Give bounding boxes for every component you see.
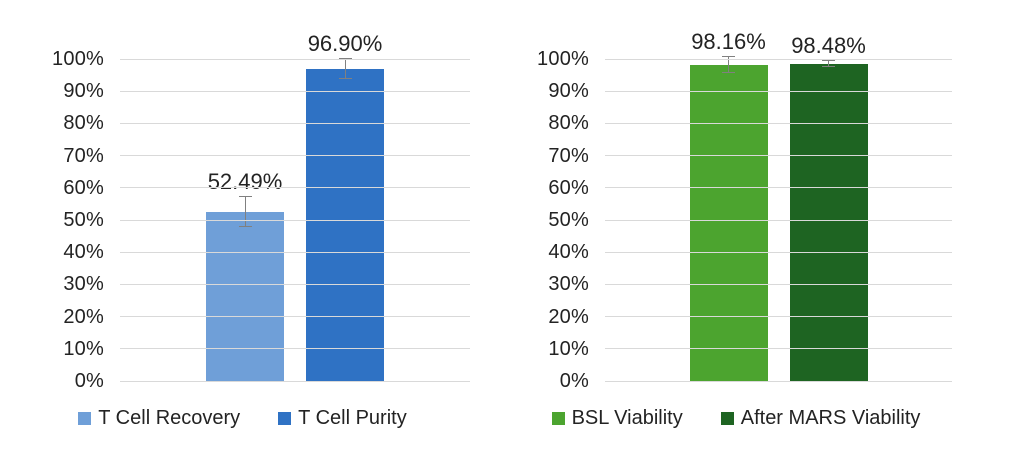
error-bar <box>728 56 729 73</box>
legend-item-t-cell-purity: T Cell Purity <box>278 405 407 431</box>
y-tick-label: 60% <box>548 176 589 199</box>
t-cell-y-axis: 0% 10% 20% 30% 40% 50% 60% 70% 80% 90% 100% <box>15 48 120 392</box>
data-label: 96.90% <box>307 31 383 57</box>
legend-swatch-icon <box>720 411 734 425</box>
y-tick-label: 80% <box>548 112 589 135</box>
y-tick-label: 20% <box>548 305 589 328</box>
legend-swatch-icon <box>551 411 565 425</box>
legend-label: After MARS Viability <box>740 407 921 429</box>
error-bar <box>828 60 829 68</box>
y-tick-label: 60% <box>63 176 104 199</box>
error-bar-cap <box>238 226 252 228</box>
data-label: 98.48% <box>791 32 866 58</box>
gridline <box>120 122 470 124</box>
viability-legend: BSL Viability After MARS Viability <box>520 405 952 431</box>
gridline <box>120 187 470 189</box>
viability-plot-row: 0% 10% 20% 30% 40% 50% 60% 70% 80% 90% 100% 98.16%… <box>520 0 952 392</box>
y-tick-label: 90% <box>548 80 589 103</box>
gridline <box>605 122 952 124</box>
bar-after-mars-viability <box>789 63 868 381</box>
y-tick-label: 100% <box>52 48 104 70</box>
gridline <box>120 348 470 350</box>
gridline <box>120 58 470 60</box>
gridline <box>120 155 470 157</box>
t-cell-legend: T Cell Recovery T Cell Purity <box>15 405 470 431</box>
y-tick-label: 100% <box>537 48 589 70</box>
gridline <box>120 316 470 318</box>
bar-slot: 96.90% <box>306 32 384 381</box>
gridline <box>605 283 952 285</box>
gridline <box>120 90 470 92</box>
legend-label: BSL Viability <box>571 407 683 429</box>
gridline <box>605 348 952 350</box>
bar-slot: 98.48% <box>789 33 868 381</box>
viability-bars: 98.16% 98.48% <box>605 29 952 381</box>
gridline <box>605 155 952 157</box>
gridline <box>605 251 952 253</box>
viability-plot-area: 98.16% 98.48% <box>605 29 952 382</box>
y-tick-label: 20% <box>63 305 104 328</box>
t-cell-chart: 0% 10% 20% 30% 40% 50% 60% 70% 80% 90% 100% 52.49%… <box>15 0 470 431</box>
legend-item-t-cell-recovery: T Cell Recovery <box>78 405 240 431</box>
y-tick-label: 80% <box>63 112 104 135</box>
gridline <box>605 187 952 189</box>
error-bar-cap <box>238 195 252 197</box>
y-tick-label: 50% <box>63 209 104 231</box>
t-cell-plot-area: 52.49% 96.90% <box>120 32 470 382</box>
y-tick-label: 40% <box>548 241 589 264</box>
data-label: 52.49% <box>207 168 283 194</box>
error-bar <box>244 196 246 228</box>
y-tick-label: 50% <box>548 209 589 231</box>
y-tick-label: 40% <box>63 241 104 264</box>
y-tick-label: 30% <box>63 273 104 296</box>
error-bar-cap <box>822 66 835 68</box>
y-tick-label: 70% <box>63 144 104 167</box>
y-tick-label: 70% <box>548 144 589 167</box>
error-bar-cap <box>722 55 735 57</box>
bar-slot: 98.16% <box>689 29 768 381</box>
gridline <box>605 316 952 318</box>
bar-t-cell-purity <box>306 68 384 381</box>
y-tick-label: 10% <box>63 337 104 360</box>
legend-label: T Cell Recovery <box>98 407 241 429</box>
gridline <box>605 380 952 382</box>
legend-item-bsl-viability: BSL Viability <box>551 405 683 431</box>
y-tick-label: 30% <box>548 273 589 296</box>
legend-swatch-icon <box>278 411 292 425</box>
legend-item-after-mars-viability: After MARS Viability <box>720 405 921 431</box>
bar-bsl-viability <box>689 64 768 381</box>
legend-swatch-icon <box>78 411 92 425</box>
y-tick-label: 0% <box>74 370 104 392</box>
t-cell-plot-row: 0% 10% 20% 30% 40% 50% 60% 70% 80% 90% 100% 52.49%… <box>15 0 470 392</box>
t-cell-bars: 52.49% 96.90% <box>120 32 470 381</box>
gridline <box>605 58 952 60</box>
bar-t-cell-recovery <box>206 211 284 381</box>
gridline <box>120 219 470 221</box>
legend-label: T Cell Purity <box>298 407 407 429</box>
gridline <box>120 251 470 253</box>
error-bar <box>344 59 346 79</box>
y-tick-label: 0% <box>559 370 589 392</box>
viability-chart: 0% 10% 20% 30% 40% 50% 60% 70% 80% 90% 100% 98.16%… <box>520 0 952 431</box>
error-bar-cap <box>338 77 352 79</box>
gridline <box>120 283 470 285</box>
gridline <box>605 219 952 221</box>
viability-y-axis: 0% 10% 20% 30% 40% 50% 60% 70% 80% 90% 100% <box>520 48 605 392</box>
data-label: 98.16% <box>691 28 766 54</box>
y-tick-label: 10% <box>548 337 589 360</box>
error-bar-cap <box>722 71 735 73</box>
gridline <box>120 380 470 382</box>
y-tick-label: 90% <box>63 80 104 103</box>
error-bar-cap <box>822 59 835 61</box>
gridline <box>605 90 952 92</box>
bar-slot: 52.49% <box>206 59 284 381</box>
